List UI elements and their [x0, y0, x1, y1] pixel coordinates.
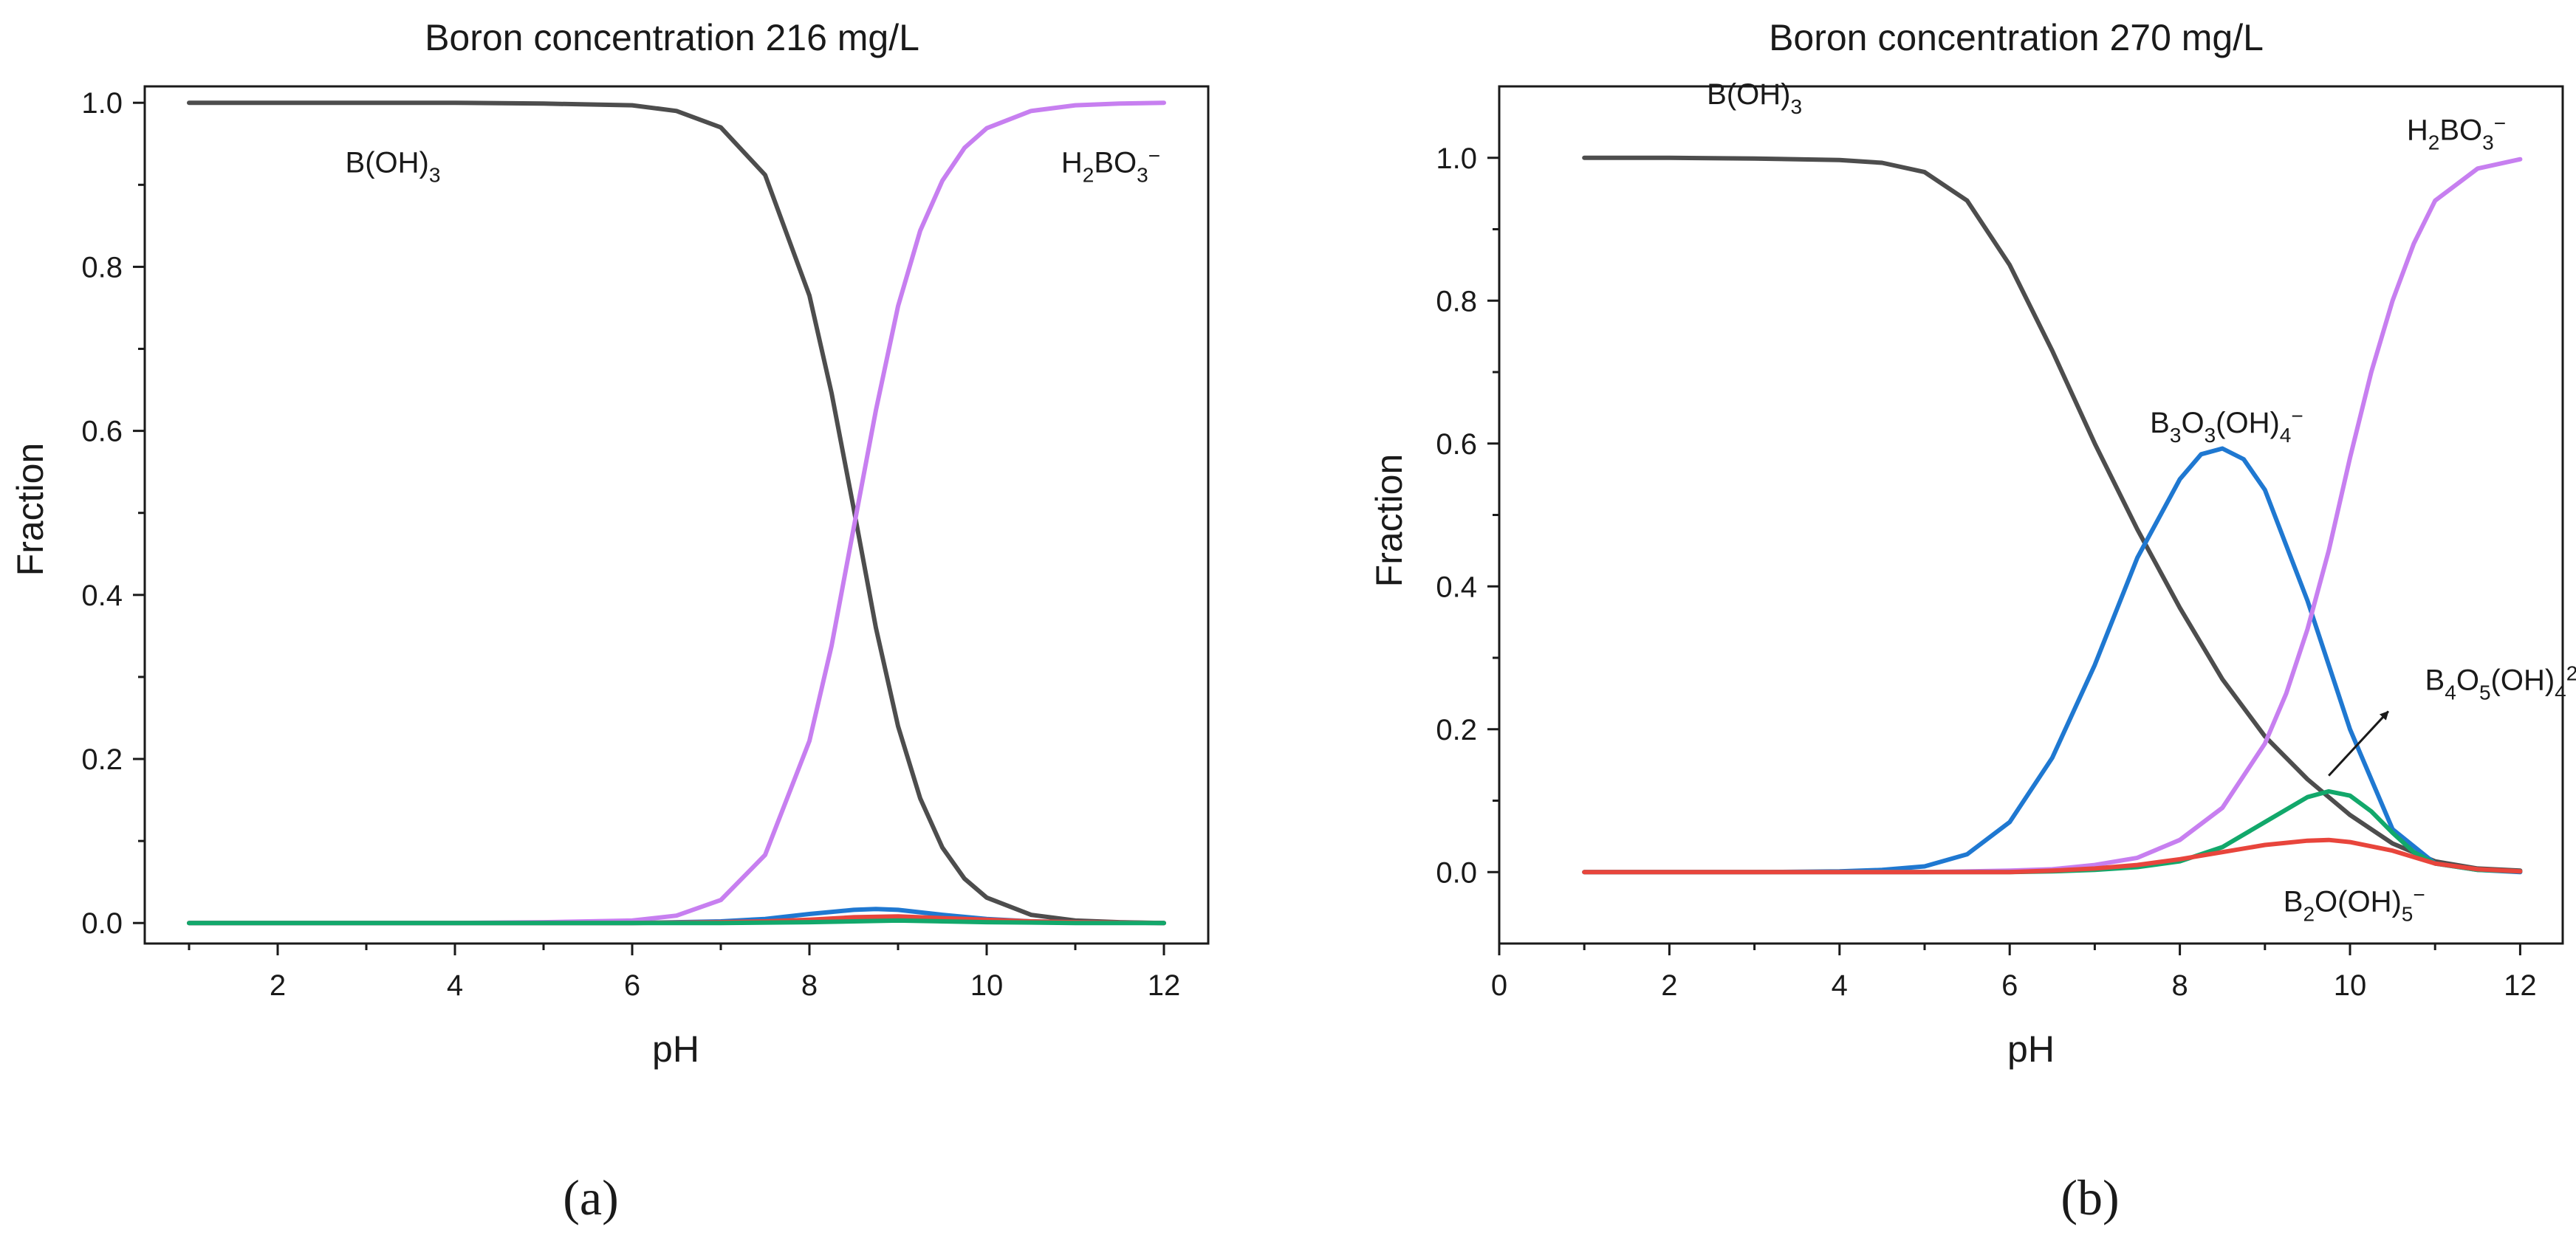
species-label: B3O3(OH)4−: [2150, 405, 2303, 447]
y-tick-label: 0.4: [81, 580, 123, 612]
x-tick-label: 2: [270, 969, 286, 1002]
y-tick-label: 0.6: [81, 416, 123, 448]
annotation-arrow: [2328, 710, 2389, 777]
species-label: B(OH)3: [1707, 78, 1802, 118]
x-tick-label: 10: [970, 969, 1004, 1002]
series-line-h2bo3: [187, 100, 1166, 926]
x-tick-label: 10: [2334, 969, 2367, 1002]
y-tick-label: 0.6: [1436, 428, 1477, 461]
panel-label: (a): [563, 1169, 618, 1226]
axes-frame: [143, 85, 1210, 945]
x-tick-label: 8: [2171, 969, 2188, 1002]
chart-panel-a: Boron concentration 216 mg/L Fraction pH…: [10, 17, 1210, 1226]
x-tick-label: 12: [1148, 969, 1181, 1002]
y-tick-label: 0.4: [1436, 571, 1477, 603]
x-tick-label: 6: [2001, 969, 2018, 1002]
chart-title: Boron concentration 216 mg/L: [425, 17, 919, 58]
species-label: B2O(OH)5−: [2284, 883, 2425, 925]
plot-area: 2 4 6 8 10 12 0.0 0.2 0.4 0.6 0.8 1.0 B(OH)3 H2BO3−: [81, 85, 1210, 1002]
x-tick-label: 6: [624, 969, 640, 1002]
x-axis-label: pH: [2007, 1028, 2055, 1070]
y-tick-label: 0.2: [1436, 714, 1477, 746]
y-tick-label: 0.2: [81, 743, 123, 776]
series-line-b3o3-oh-4: [1582, 446, 2523, 875]
species-label: H2BO3−: [2407, 112, 2506, 154]
species-label: B4O5(OH)42−: [2425, 662, 2576, 704]
y-axis-label: Fraction: [1368, 454, 1410, 588]
plot-area: 0 2 4 6 8 10 12 0.0 0.2 0.4 0.6 0.8 1.0 B(OH)3 H2BO3− B…: [1436, 78, 2576, 1002]
axes-frame: [1498, 85, 2564, 945]
species-label: B(OH)3: [346, 147, 441, 187]
y-tick-label: 0.8: [81, 251, 123, 283]
x-tick-label: 12: [2504, 969, 2537, 1002]
series-line-b-oh-3: [1582, 155, 2523, 873]
x-tick-label: 4: [1832, 969, 1848, 1002]
panel-label: (b): [2061, 1169, 2119, 1226]
series-line-b-oh-3: [187, 100, 1166, 926]
y-axis-label: Fraction: [10, 443, 51, 577]
series-line-b2o-oh-5: [1582, 837, 2523, 875]
y-tick-label: 0.8: [1436, 285, 1477, 317]
series-line-h2bo3: [1582, 157, 2523, 875]
x-axis-label: pH: [652, 1028, 699, 1070]
y-tick-label: 1.0: [81, 87, 123, 120]
y-tick-label: 0.0: [81, 907, 123, 940]
series-line-b4o5-oh-4-2: [187, 918, 1166, 926]
y-tick-label: 1.0: [1436, 142, 1477, 175]
x-tick-label: 4: [447, 969, 463, 1002]
x-tick-label: 8: [801, 969, 818, 1002]
x-tick-label: 0: [1491, 969, 1507, 1002]
species-label: H2BO3−: [1061, 145, 1160, 187]
x-tick-label: 2: [1661, 969, 1677, 1002]
chart-title: Boron concentration 270 mg/L: [1769, 17, 2264, 58]
chart-panel-b: Boron concentration 270 mg/L Fraction pH…: [1368, 17, 2576, 1226]
y-tick-label: 0.0: [1436, 856, 1477, 889]
